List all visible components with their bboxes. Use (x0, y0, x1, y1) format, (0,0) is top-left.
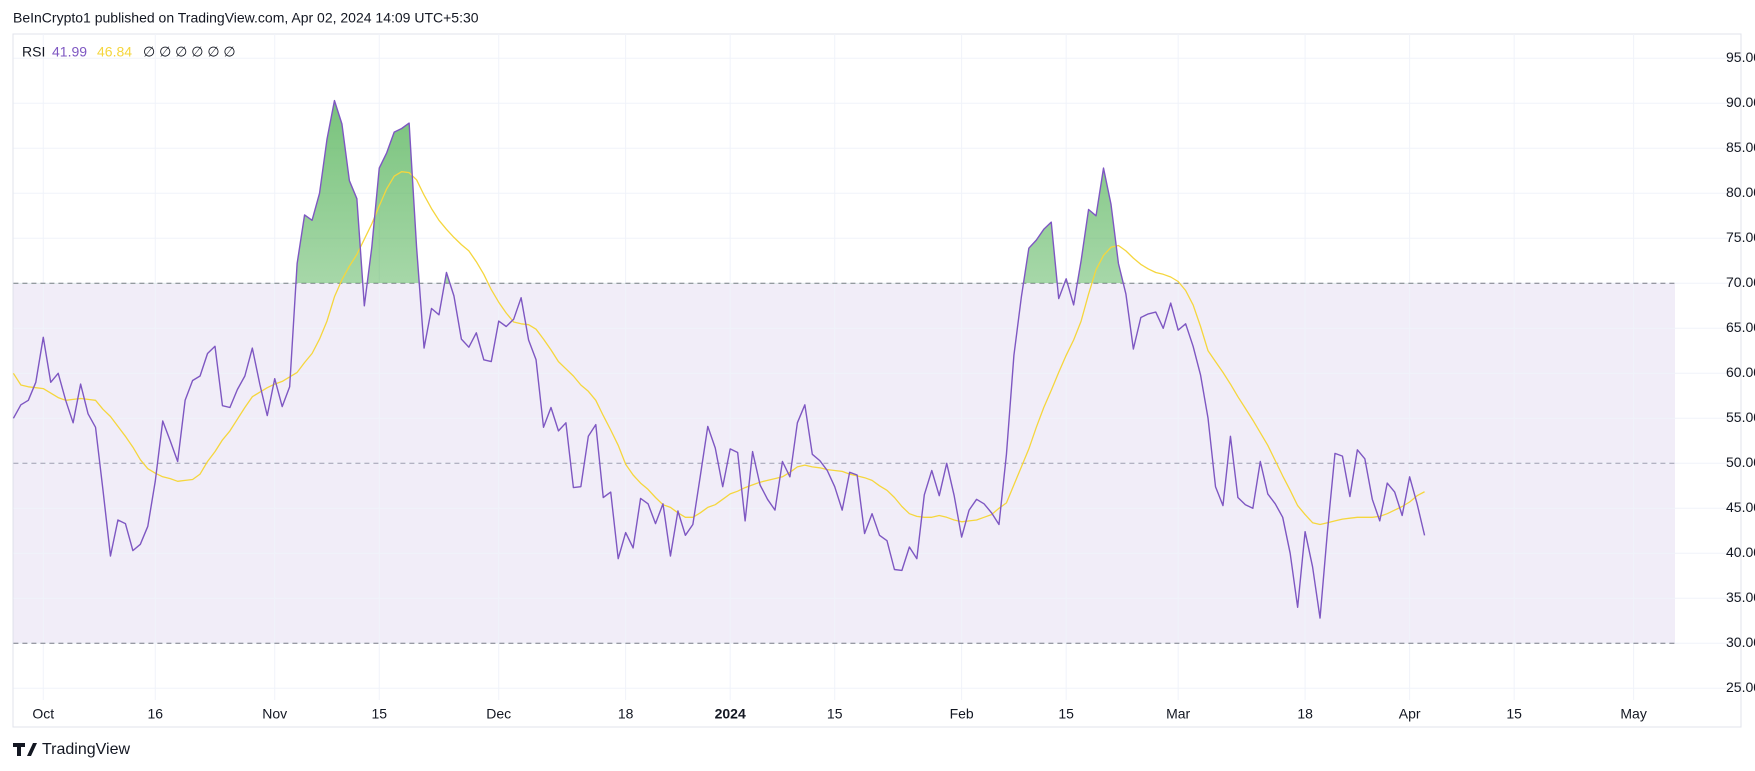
x-tick-label: 15 (1506, 706, 1522, 722)
y-tick-label: 25.00 (1726, 679, 1755, 695)
x-tick-label: 15 (371, 706, 387, 722)
x-tick-label: May (1620, 706, 1646, 722)
x-tick-label: 2024 (715, 706, 746, 722)
y-tick-label: 80.00 (1726, 184, 1755, 200)
y-tick-label: 85.00 (1726, 139, 1755, 155)
header: BeInCrypto1 published on TradingView.com… (13, 10, 479, 26)
y-tick-label: 40.00 (1726, 544, 1755, 560)
x-tick-label: 15 (1058, 706, 1074, 722)
overbought-fill (295, 100, 1124, 284)
footer-logo: TradingView (13, 741, 130, 758)
y-tick-label: 45.00 (1726, 499, 1755, 515)
y-tick-label: 30.00 (1726, 634, 1755, 650)
plot-frame (12, 33, 1742, 728)
x-tick-label: Mar (1166, 706, 1190, 722)
x-tick-label: Nov (262, 706, 287, 722)
rsi-line (12, 99, 1426, 619)
y-tick-label: 55.00 (1726, 409, 1755, 425)
y-tick-label: 35.00 (1726, 589, 1755, 605)
x-tick-label: 15 (827, 706, 843, 722)
x-tick-label: 18 (1297, 706, 1313, 722)
ma-line (12, 171, 1425, 526)
x-tick-label: Feb (950, 706, 974, 722)
legend-rsi-value: 41.99 (52, 44, 87, 60)
y-tick-label: 95.00 (1726, 49, 1755, 65)
x-tick-label: Oct (32, 706, 54, 722)
footer-text: TradingView (42, 741, 130, 758)
x-tick-label: Dec (486, 706, 511, 722)
y-tick-label: 70.00 (1726, 274, 1755, 290)
y-tick-label: 90.00 (1726, 94, 1755, 110)
legend-indicator: RSI (22, 44, 45, 60)
legend-ma-value: 46.84 (97, 44, 132, 60)
y-tick-label: 60.00 (1726, 364, 1755, 380)
y-tick-label: 50.00 (1726, 454, 1755, 470)
legend-settings: ∅ ∅ ∅ ∅ ∅ ∅ (143, 44, 236, 60)
x-tick-label: 18 (618, 706, 634, 722)
x-tick-label: Apr (1399, 706, 1421, 722)
logo-mark (13, 743, 37, 756)
y-tick-label: 75.00 (1726, 229, 1755, 245)
y-tick-label: 65.00 (1726, 319, 1755, 335)
x-tick-label: 16 (147, 706, 163, 722)
